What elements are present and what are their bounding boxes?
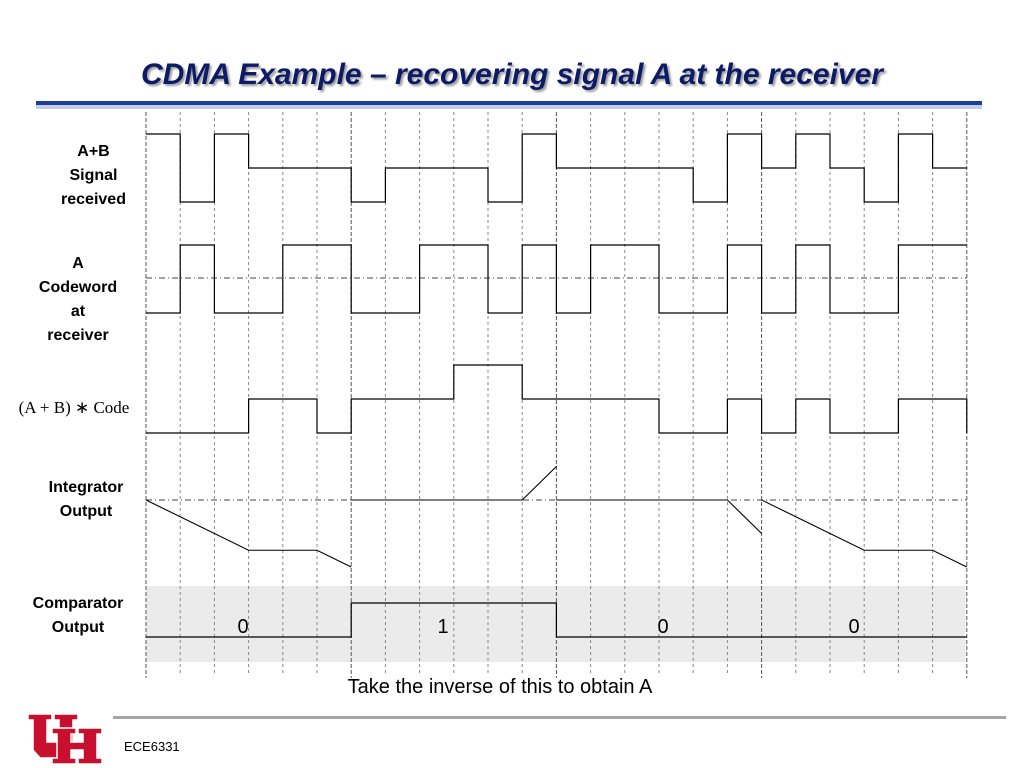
integrator-segment bbox=[556, 499, 762, 534]
uh-logo-icon bbox=[27, 713, 103, 765]
comparator-bit-label: 0 bbox=[237, 616, 248, 638]
product-wave bbox=[146, 364, 968, 434]
comparator-band bbox=[146, 586, 965, 662]
comparator-bit-label: 0 bbox=[657, 616, 668, 638]
integrator-segment bbox=[761, 499, 968, 568]
comparator-wave bbox=[146, 602, 967, 638]
label-product: (A + B) ∗ Code bbox=[18, 398, 130, 417]
label-codeword: A Codeword at receiver bbox=[38, 255, 118, 344]
label-integrator: Integrator Output bbox=[48, 479, 124, 520]
label-comparator: Comparator Output bbox=[32, 595, 124, 636]
integrator-segment bbox=[145, 499, 352, 568]
comparator-bit-label: 1 bbox=[437, 616, 448, 638]
title-rule-shadow bbox=[36, 105, 982, 109]
label-ab-signal: A+B Signal received bbox=[61, 143, 126, 208]
title-rule bbox=[36, 101, 982, 105]
chip-grid bbox=[145, 112, 968, 678]
footer-rule bbox=[113, 716, 1006, 719]
comparator-bits: 0 1 0 0 bbox=[237, 616, 859, 638]
codeword-wave bbox=[146, 244, 967, 314]
comparator-bit-label: 0 bbox=[848, 616, 859, 638]
waveforms bbox=[145, 133, 968, 638]
integrator-segment bbox=[351, 466, 557, 501]
ab-signal-wave bbox=[146, 133, 967, 203]
caption: Take the inverse of this to obtain A bbox=[347, 676, 653, 698]
slide-title: CDMA Example – recovering signal A at th… bbox=[141, 58, 883, 91]
footer-course-code: ECE6331 bbox=[124, 739, 180, 754]
